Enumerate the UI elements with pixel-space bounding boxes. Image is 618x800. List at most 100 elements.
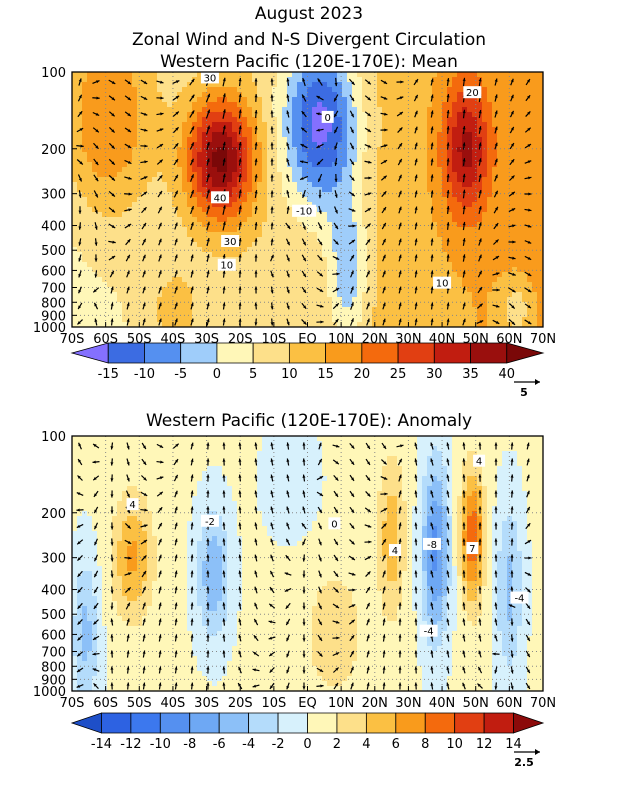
field-cell: [352, 242, 358, 248]
field-cell: [472, 222, 478, 228]
field-cell: [217, 247, 223, 253]
field-cell: [182, 287, 188, 293]
field-cell: [167, 297, 173, 303]
field-cell: [387, 92, 393, 98]
field-cell: [212, 177, 218, 183]
field-cell: [492, 122, 498, 128]
field-cell: [377, 147, 383, 153]
field-cell: [242, 247, 248, 253]
field-cell: [487, 92, 493, 98]
field-cell: [532, 137, 538, 143]
field-cell: [147, 122, 153, 128]
field-cell: [177, 162, 183, 168]
field-cell: [457, 287, 463, 293]
field-cell: [432, 177, 438, 183]
field-cell: [462, 97, 468, 103]
field-cell: [172, 282, 178, 288]
field-cell: [427, 287, 433, 293]
field-cell: [167, 127, 173, 133]
field-cell: [377, 197, 383, 203]
field-cell: [437, 122, 443, 128]
field-cell: [242, 167, 248, 173]
field-cell: [82, 297, 88, 303]
field-cell: [197, 267, 203, 273]
field-cell: [167, 112, 173, 118]
field-cell: [467, 117, 473, 123]
field-cell: [122, 297, 128, 303]
field-cell: [412, 257, 418, 263]
field-cell: [532, 142, 538, 148]
field-cell: [297, 252, 303, 258]
field-cell: [207, 292, 213, 298]
field-cell: [352, 87, 358, 93]
field-cell: [437, 192, 443, 198]
field-cell: [262, 217, 268, 223]
field-cell: [377, 192, 383, 198]
field-cell: [377, 177, 383, 183]
field-cell: [177, 152, 183, 158]
field-cell: [472, 247, 478, 253]
field-cell: [497, 132, 503, 138]
field-cell: [72, 262, 78, 268]
field-cell: [72, 157, 78, 163]
field-cell: [512, 267, 518, 273]
field-cell: [507, 277, 513, 283]
field-cell: [177, 172, 183, 178]
field-cell: [312, 187, 318, 193]
field-cell: [307, 127, 313, 133]
field-cell: [432, 77, 438, 83]
field-cell: [237, 102, 243, 108]
field-cell: [352, 177, 358, 183]
field-cell: [122, 162, 128, 168]
field-cell: [112, 127, 118, 133]
field-cell: [242, 142, 248, 148]
field-cell: [82, 282, 88, 288]
field-cell: [107, 167, 113, 173]
field-cell: [117, 272, 123, 278]
field-cell: [427, 152, 433, 158]
field-cell: [297, 322, 303, 328]
field-cell: [362, 257, 368, 263]
field-cell: [417, 162, 423, 168]
field-cell: [177, 272, 183, 278]
field-cell: [217, 307, 223, 313]
field-cell: [342, 187, 348, 193]
field-cell: [187, 292, 193, 298]
field-cell: [392, 287, 398, 293]
field-cell: [347, 282, 353, 288]
field-cell: [112, 322, 118, 328]
field-cell: [217, 152, 223, 158]
field-cell: [102, 132, 108, 138]
field-cell: [72, 277, 78, 283]
field-cell: [337, 207, 343, 213]
field-cell: [417, 247, 423, 253]
field-cell: [482, 197, 488, 203]
field-cell: [457, 302, 463, 308]
field-cell: [127, 182, 133, 188]
field-cell: [97, 317, 103, 323]
field-cell: [297, 297, 303, 303]
field-cell: [372, 267, 378, 273]
field-cell: [117, 117, 123, 123]
field-cell: [157, 132, 163, 138]
field-cell: [287, 267, 293, 273]
wind-vector-head: [383, 96, 388, 100]
field-cell: [172, 182, 178, 188]
field-cell: [312, 87, 318, 93]
field-cell: [282, 82, 288, 88]
field-cell: [387, 142, 393, 148]
field-cell: [452, 202, 458, 208]
field-cell: [297, 217, 303, 223]
field-cell: [162, 87, 168, 93]
field-cell: [512, 77, 518, 83]
field-cell: [362, 77, 368, 83]
field-cell: [247, 252, 253, 258]
field-cell: [162, 232, 168, 238]
field-cell: [72, 317, 78, 323]
field-cell: [262, 322, 268, 328]
field-cell: [112, 137, 118, 143]
field-cell: [442, 157, 448, 163]
field-cell: [117, 302, 123, 308]
field-cell: [437, 222, 443, 228]
field-cell: [402, 147, 408, 153]
